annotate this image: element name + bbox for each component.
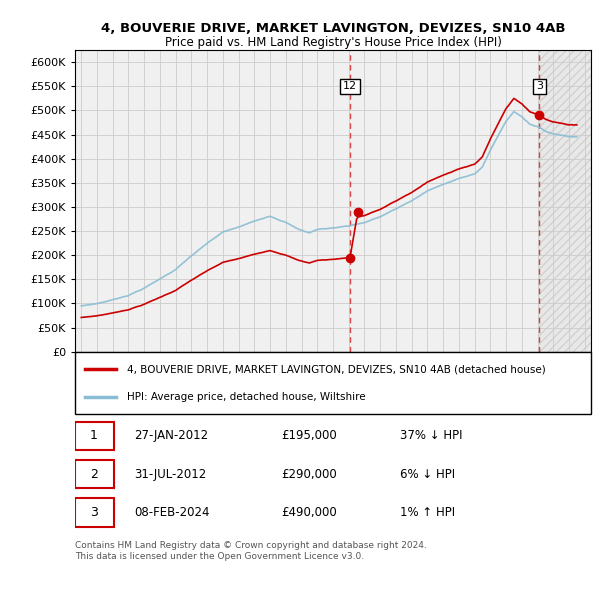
- Text: 4, BOUVERIE DRIVE, MARKET LAVINGTON, DEVIZES, SN10 4AB: 4, BOUVERIE DRIVE, MARKET LAVINGTON, DEV…: [101, 22, 565, 35]
- Text: 12: 12: [343, 81, 357, 91]
- Text: 08-FEB-2024: 08-FEB-2024: [134, 506, 210, 519]
- Text: £195,000: £195,000: [281, 430, 337, 442]
- Text: HPI: Average price, detached house, Wiltshire: HPI: Average price, detached house, Wilt…: [127, 392, 365, 402]
- Text: 1% ↑ HPI: 1% ↑ HPI: [400, 506, 455, 519]
- Text: 4, BOUVERIE DRIVE, MARKET LAVINGTON, DEVIZES, SN10 4AB (detached house): 4, BOUVERIE DRIVE, MARKET LAVINGTON, DEV…: [127, 364, 545, 374]
- Text: 1: 1: [90, 430, 98, 442]
- Text: 31-JUL-2012: 31-JUL-2012: [134, 468, 206, 481]
- Bar: [539, 50, 591, 352]
- Text: £290,000: £290,000: [281, 468, 337, 481]
- Bar: [539, 50, 591, 352]
- FancyBboxPatch shape: [75, 498, 114, 527]
- Bar: [539, 50, 591, 352]
- Text: £490,000: £490,000: [281, 506, 337, 519]
- Text: Contains HM Land Registry data © Crown copyright and database right 2024.
This d: Contains HM Land Registry data © Crown c…: [75, 542, 427, 560]
- FancyBboxPatch shape: [75, 460, 114, 489]
- Title: Price paid vs. HM Land Registry's House Price Index (HPI): Price paid vs. HM Land Registry's House …: [164, 36, 502, 49]
- Text: 37% ↓ HPI: 37% ↓ HPI: [400, 430, 463, 442]
- FancyBboxPatch shape: [75, 352, 591, 415]
- FancyBboxPatch shape: [75, 422, 114, 450]
- Text: 3: 3: [90, 506, 98, 519]
- Text: 6% ↓ HPI: 6% ↓ HPI: [400, 468, 455, 481]
- Text: 27-JAN-2012: 27-JAN-2012: [134, 430, 208, 442]
- Text: 3: 3: [536, 81, 543, 91]
- Text: 2: 2: [90, 468, 98, 481]
